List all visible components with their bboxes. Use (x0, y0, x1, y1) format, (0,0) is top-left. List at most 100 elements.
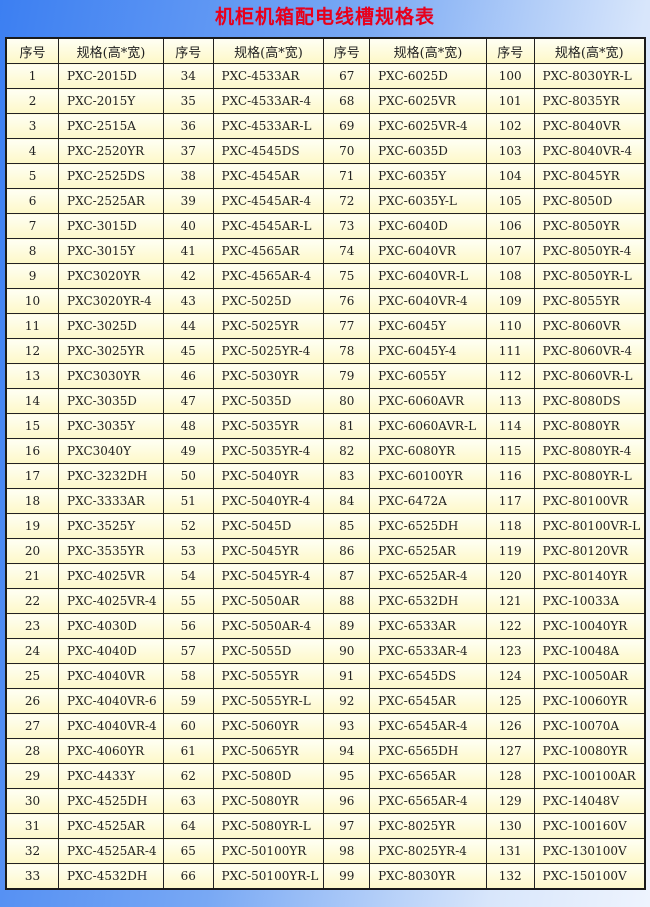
serial-number-cell: 19 (5, 513, 60, 539)
table-row: 31 PXC-4525AR 64 PXC-5080YR-L 97 PXC-8025YR 13… (5, 813, 646, 839)
specification-cell: PXC-8030YR (369, 863, 487, 890)
specification-cell: PXC-2520YR (58, 138, 164, 164)
specification-cell: PXC-8040VR-4 (533, 138, 646, 164)
specification-cell: PXC-2015D (58, 63, 164, 89)
serial-number-cell: 113 (485, 388, 535, 414)
specification-cell: PXC-4525AR (58, 813, 164, 839)
table-row: 25 PXC-4040VR 58 PXC-5055YR 91 PXC-6545DS 124 P… (5, 663, 646, 689)
serial-number-cell: 48 (162, 413, 214, 439)
specification-cell: PXC-50100YR (212, 838, 325, 864)
specification-cell: PXC-5025YR-4 (212, 338, 325, 364)
specification-cell: PXC-6080YR (369, 438, 487, 464)
specification-cell: PXC-5055YR-L (212, 688, 325, 714)
specification-cell: PXC-4533AR-4 (212, 88, 325, 114)
specification-cell: PXC-8050YR (533, 213, 646, 239)
specification-cell: PXC-8035YR (533, 88, 646, 114)
serial-number-cell: 29 (5, 763, 60, 789)
specification-cell: PXC-4533AR (212, 63, 325, 89)
specification-cell: PXC-3025YR (58, 338, 164, 364)
specification-cell: PXC-4040VR-4 (58, 713, 164, 739)
serial-number-cell: 52 (162, 513, 214, 539)
serial-number-cell: 11 (5, 313, 60, 339)
specification-cell: PXC-5025D (212, 288, 325, 314)
serial-number-cell: 21 (5, 563, 60, 589)
serial-number-cell: 35 (162, 88, 214, 114)
serial-number-cell: 42 (162, 263, 214, 289)
serial-number-cell: 105 (485, 188, 535, 214)
serial-number-cell: 13 (5, 363, 60, 389)
serial-number-cell: 16 (5, 438, 60, 464)
serial-number-cell: 126 (485, 713, 535, 739)
serial-number-cell: 87 (323, 563, 371, 589)
serial-number-cell: 36 (162, 113, 214, 139)
serial-number-cell: 119 (485, 538, 535, 564)
specification-cell: PXC-10070A (533, 713, 646, 739)
table-row: 4 PXC-2520YR 37 PXC-4545DS 70 PXC-6035D 103 PXC… (5, 138, 646, 164)
serial-number-cell: 72 (323, 188, 371, 214)
serial-number-cell: 117 (485, 488, 535, 514)
serial-number-cell: 12 (5, 338, 60, 364)
specification-cell: PXC-4433Y (58, 763, 164, 789)
specification-cell: PXC-8050D (533, 188, 646, 214)
specification-cell: PXC-6040VR-4 (369, 288, 487, 314)
serial-number-cell: 14 (5, 388, 60, 414)
serial-number-cell: 94 (323, 738, 371, 764)
specification-cell: PXC-4532DH (58, 863, 164, 890)
serial-number-cell: 91 (323, 663, 371, 689)
serial-number-cell: 32 (5, 838, 60, 864)
serial-number-cell: 85 (323, 513, 371, 539)
specification-cell: PXC3030YR (58, 363, 164, 389)
header-serial-number: 序号 (5, 37, 60, 64)
serial-number-cell: 104 (485, 163, 535, 189)
serial-number-cell: 49 (162, 438, 214, 464)
serial-number-cell: 58 (162, 663, 214, 689)
table-row: 28 PXC-4060YR 61 PXC-5065YR 94 PXC-6565DH 127 P… (5, 738, 646, 764)
specification-cell: PXC-3535YR (58, 538, 164, 564)
serial-number-cell: 109 (485, 288, 535, 314)
serial-number-cell: 41 (162, 238, 214, 264)
specification-cell: PXC-4533AR-L (212, 113, 325, 139)
serial-number-cell: 50 (162, 463, 214, 489)
specification-cell: PXC-5040YR-4 (212, 488, 325, 514)
serial-number-cell: 61 (162, 738, 214, 764)
spec-table: 序号 规格(高*宽) 序号 规格(高*宽) 序号 规格(高*宽) 序号 规格(高*宽) 1 PX… (5, 37, 646, 890)
specification-cell: PXC3020YR (58, 263, 164, 289)
specification-cell: PXC-6035D (369, 138, 487, 164)
table-row: 10 PXC3020YR-4 43 PXC-5025D 76 PXC-6040VR-4 10… (5, 288, 646, 314)
serial-number-cell: 54 (162, 563, 214, 589)
specification-cell: PXC-4545AR-L (212, 213, 325, 239)
serial-number-cell: 27 (5, 713, 60, 739)
serial-number-cell: 103 (485, 138, 535, 164)
specification-cell: PXC-3525Y (58, 513, 164, 539)
table-row: 16 PXC3040Y 49 PXC-5035YR-4 82 PXC-6080YR 115 P… (5, 438, 646, 464)
specification-cell: PXC-5080YR (212, 788, 325, 814)
serial-number-cell: 47 (162, 388, 214, 414)
serial-number-cell: 120 (485, 563, 535, 589)
table-row: 33 PXC-4532DH 66 PXC-50100YR-L 99 PXC-8030YR 1… (5, 863, 646, 890)
serial-number-cell: 62 (162, 763, 214, 789)
serial-number-cell: 88 (323, 588, 371, 614)
specification-cell: PXC3020YR-4 (58, 288, 164, 314)
table-row: 32 PXC-4525AR-4 65 PXC-50100YR 98 PXC-8025YR-… (5, 838, 646, 864)
serial-number-cell: 76 (323, 288, 371, 314)
specification-cell: PXC-6565DH (369, 738, 487, 764)
specification-cell: PXC-5045YR (212, 538, 325, 564)
specification-cell: PXC-6525AR-4 (369, 563, 487, 589)
table-row: 30 PXC-4525DH 63 PXC-5080YR 96 PXC-6565AR-4 12… (5, 788, 646, 814)
specification-cell: PXC-80100VR-L (533, 513, 646, 539)
serial-number-cell: 92 (323, 688, 371, 714)
serial-number-cell: 7 (5, 213, 60, 239)
specification-cell: PXC-6040D (369, 213, 487, 239)
specification-cell: PXC-6025VR (369, 88, 487, 114)
serial-number-cell: 5 (5, 163, 60, 189)
specification-cell: PXC-5035YR-4 (212, 438, 325, 464)
specification-cell: PXC-6472A (369, 488, 487, 514)
specification-cell: PXC-8060VR-L (533, 363, 646, 389)
serial-number-cell: 59 (162, 688, 214, 714)
serial-number-cell: 125 (485, 688, 535, 714)
specification-cell: PXC-6045Y (369, 313, 487, 339)
table-row: 5 PXC-2525DS 38 PXC-4545AR 71 PXC-6035Y 104 PXC… (5, 163, 646, 189)
specification-cell: PXC-6040VR (369, 238, 487, 264)
serial-number-cell: 17 (5, 463, 60, 489)
serial-number-cell: 44 (162, 313, 214, 339)
